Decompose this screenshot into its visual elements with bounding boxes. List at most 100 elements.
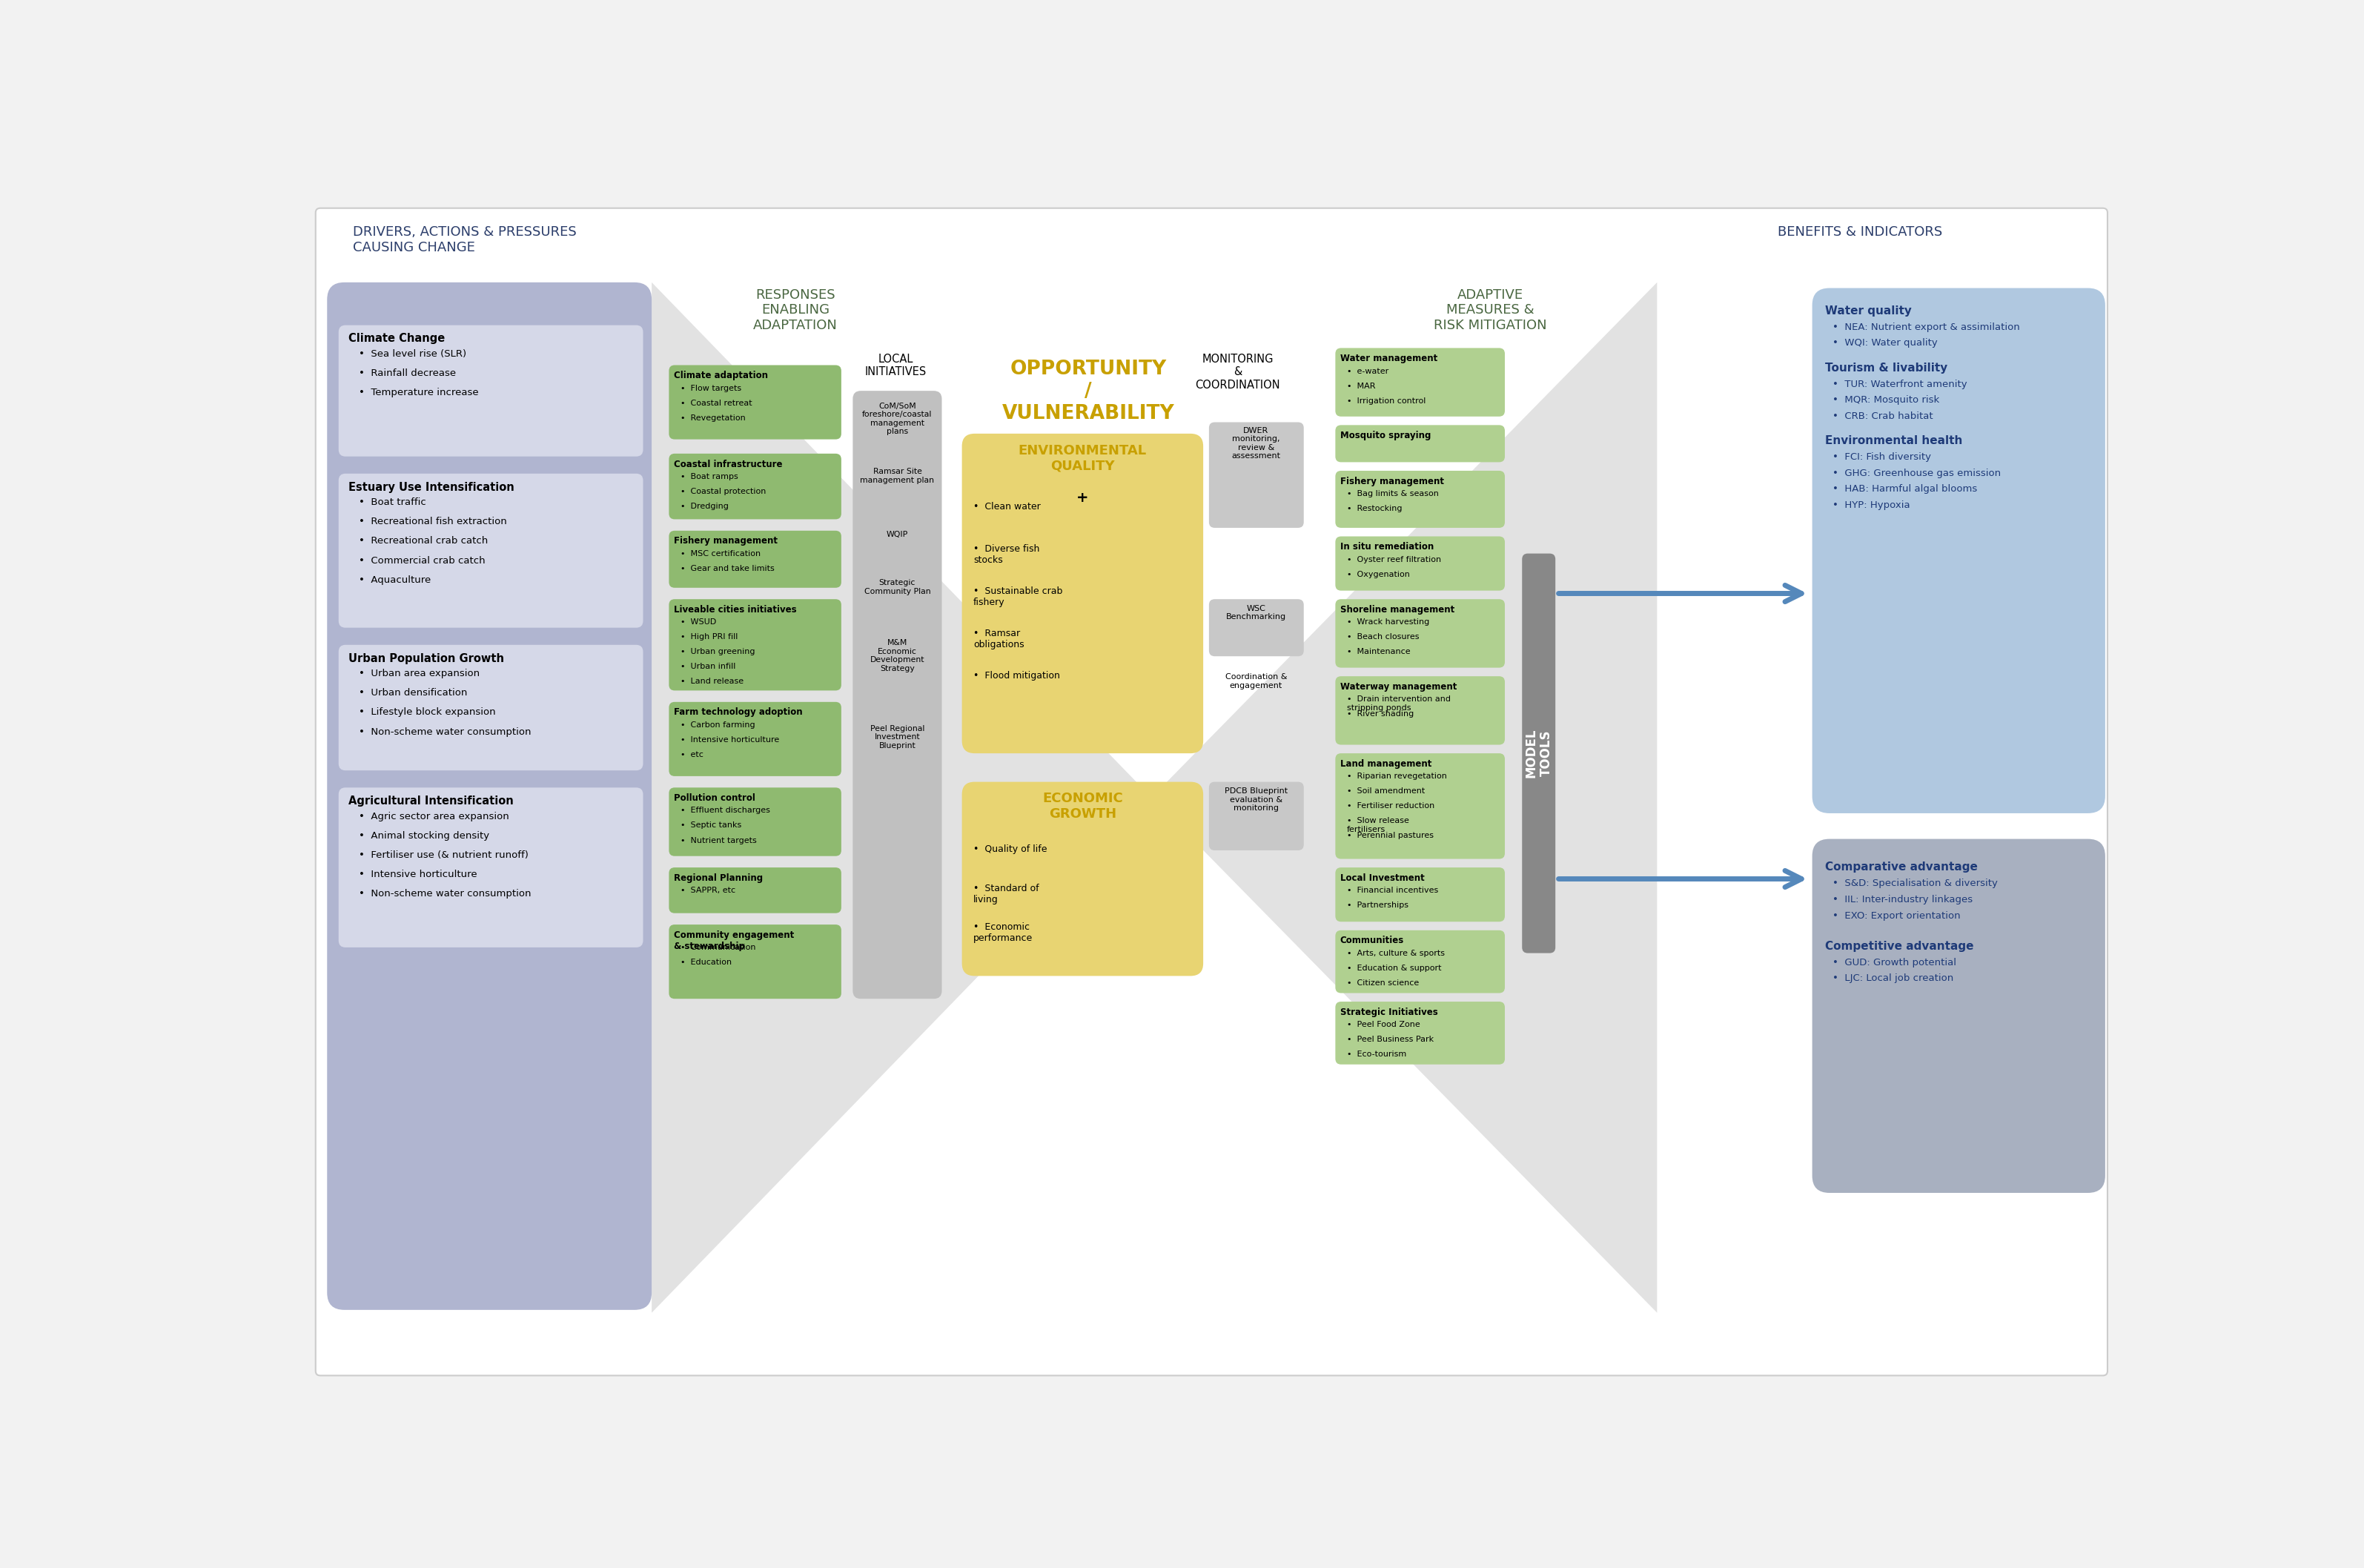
FancyBboxPatch shape: [1813, 289, 2106, 814]
Text: •  Non-scheme water consumption: • Non-scheme water consumption: [359, 728, 532, 737]
Text: •  Economic
performance: • Economic performance: [974, 922, 1033, 942]
Text: •  River shading: • River shading: [1347, 710, 1414, 718]
Text: •  Restocking: • Restocking: [1347, 505, 1402, 513]
Text: Estuary Use Intensification: Estuary Use Intensification: [348, 481, 515, 492]
Text: •  Boat ramps: • Boat ramps: [681, 474, 738, 480]
Text: •  Intensive horticulture: • Intensive horticulture: [681, 737, 780, 743]
Text: BENEFITS & INDICATORS: BENEFITS & INDICATORS: [1778, 226, 1943, 238]
Text: Strategic Initiatives: Strategic Initiatives: [1340, 1007, 1437, 1018]
Text: Shoreline management: Shoreline management: [1340, 605, 1454, 615]
FancyBboxPatch shape: [1336, 1002, 1506, 1065]
Text: Fishery management: Fishery management: [1340, 477, 1444, 486]
Text: WQIP: WQIP: [886, 530, 908, 538]
Text: •  HYP: Hypoxia: • HYP: Hypoxia: [1832, 500, 1910, 510]
FancyBboxPatch shape: [1336, 425, 1506, 463]
Text: CoM/SoM
foreshore/coastal
management
plans: CoM/SoM foreshore/coastal management pla…: [863, 403, 931, 436]
Text: •  e-water: • e-water: [1347, 367, 1388, 375]
Text: •  Coastal protection: • Coastal protection: [681, 488, 766, 495]
Text: •  Fertiliser use (& nutrient runoff): • Fertiliser use (& nutrient runoff): [359, 850, 530, 859]
Text: Regional Planning: Regional Planning: [674, 873, 764, 883]
Text: •  Urban greening: • Urban greening: [681, 648, 754, 655]
Text: Urban Population Growth: Urban Population Growth: [348, 652, 504, 663]
Text: •  Agric sector area expansion: • Agric sector area expansion: [359, 812, 508, 822]
Text: ADAPTIVE
MEASURES &
RISK MITIGATION: ADAPTIVE MEASURES & RISK MITIGATION: [1435, 289, 1546, 332]
Text: •  Citizen science: • Citizen science: [1347, 980, 1418, 986]
Text: •  Partnerships: • Partnerships: [1347, 902, 1409, 909]
Text: Community engagement
& stewardship: Community engagement & stewardship: [674, 930, 794, 952]
FancyBboxPatch shape: [1336, 867, 1506, 922]
FancyBboxPatch shape: [853, 390, 941, 999]
Text: ECONOMIC
GROWTH: ECONOMIC GROWTH: [1043, 792, 1123, 822]
Text: •  FCI: Fish diversity: • FCI: Fish diversity: [1832, 453, 1931, 463]
Text: •  SAPPR, etc: • SAPPR, etc: [681, 887, 735, 894]
Text: •  GHG: Greenhouse gas emission: • GHG: Greenhouse gas emission: [1832, 469, 2000, 478]
Text: •  Oyster reef filtration: • Oyster reef filtration: [1347, 555, 1442, 563]
FancyBboxPatch shape: [338, 787, 643, 947]
Text: Land management: Land management: [1340, 759, 1433, 768]
Text: DRIVERS, ACTIONS & PRESSURES
CAUSING CHANGE: DRIVERS, ACTIONS & PRESSURES CAUSING CHA…: [352, 226, 577, 254]
Text: Ramsar Site
management plan: Ramsar Site management plan: [860, 467, 934, 485]
FancyBboxPatch shape: [962, 782, 1203, 975]
Text: PDCB Blueprint
evaluation &
monitoring: PDCB Blueprint evaluation & monitoring: [1225, 787, 1288, 812]
Text: Comparative advantage: Comparative advantage: [1825, 862, 1976, 873]
Text: •  Wrack harvesting: • Wrack harvesting: [1347, 619, 1430, 626]
Text: Farm technology adoption: Farm technology adoption: [674, 707, 801, 717]
Text: •  Standard of
living: • Standard of living: [974, 883, 1040, 905]
FancyBboxPatch shape: [338, 474, 643, 627]
Text: •  Education & support: • Education & support: [1347, 964, 1442, 972]
Text: •  Riparian revegetation: • Riparian revegetation: [1347, 773, 1447, 781]
Text: M&M
Economic
Development
Strategy: M&M Economic Development Strategy: [870, 640, 924, 673]
Text: •  Intensive horticulture: • Intensive horticulture: [359, 870, 478, 880]
Text: •  Boat traffic: • Boat traffic: [359, 497, 426, 506]
Text: •  Temperature increase: • Temperature increase: [359, 387, 478, 398]
FancyBboxPatch shape: [669, 702, 842, 776]
Text: •  Diverse fish
stocks: • Diverse fish stocks: [974, 544, 1040, 564]
FancyBboxPatch shape: [1336, 348, 1506, 417]
FancyBboxPatch shape: [669, 599, 842, 690]
Text: •  Recreational fish extraction: • Recreational fish extraction: [359, 517, 506, 527]
Text: Waterway management: Waterway management: [1340, 682, 1456, 691]
Polygon shape: [652, 282, 1151, 1312]
Text: Mosquito spraying: Mosquito spraying: [1340, 431, 1430, 441]
Text: •  Financial incentives: • Financial incentives: [1347, 887, 1437, 894]
Text: Environmental health: Environmental health: [1825, 436, 1962, 447]
Text: •  Sustainable crab
fishery: • Sustainable crab fishery: [974, 586, 1064, 607]
Text: •  EXO: Export orientation: • EXO: Export orientation: [1832, 911, 1960, 920]
FancyBboxPatch shape: [338, 325, 643, 456]
Text: •  IIL: Inter-industry linkages: • IIL: Inter-industry linkages: [1832, 895, 1972, 905]
Text: •  etc: • etc: [681, 751, 704, 759]
FancyBboxPatch shape: [338, 644, 643, 770]
Text: Competitive advantage: Competitive advantage: [1825, 941, 1974, 952]
Text: •  Arts, culture & sports: • Arts, culture & sports: [1347, 950, 1444, 956]
FancyBboxPatch shape: [669, 453, 842, 519]
FancyBboxPatch shape: [1336, 470, 1506, 528]
Text: Tourism & livability: Tourism & livability: [1825, 362, 1948, 373]
Text: •  Irrigation control: • Irrigation control: [1347, 397, 1425, 405]
FancyBboxPatch shape: [669, 365, 842, 439]
Text: •  LJC: Local job creation: • LJC: Local job creation: [1832, 974, 1953, 983]
Text: •  Soil amendment: • Soil amendment: [1347, 787, 1425, 795]
Text: •  Quality of life: • Quality of life: [974, 845, 1047, 855]
Text: •  Fertiliser reduction: • Fertiliser reduction: [1347, 803, 1435, 809]
Text: Coordination &
engagement: Coordination & engagement: [1225, 673, 1286, 690]
Text: Water management: Water management: [1340, 354, 1437, 364]
Text: •  Commercial crab catch: • Commercial crab catch: [359, 555, 485, 566]
Text: •  Aquaculture: • Aquaculture: [359, 575, 430, 585]
Text: •  Effluent discharges: • Effluent discharges: [681, 808, 771, 814]
FancyBboxPatch shape: [1522, 554, 1556, 953]
Text: MODEL
TOOLS: MODEL TOOLS: [1525, 729, 1553, 778]
Text: RESPONSES
ENABLING
ADAPTATION: RESPONSES ENABLING ADAPTATION: [754, 289, 837, 332]
Text: Water quality: Water quality: [1825, 306, 1912, 317]
Text: Liveable cities initiatives: Liveable cities initiatives: [674, 605, 797, 615]
Text: •  Rainfall decrease: • Rainfall decrease: [359, 368, 456, 378]
Text: •  TUR: Waterfront amenity: • TUR: Waterfront amenity: [1832, 379, 1967, 389]
Text: OPPORTUNITY
/
VULNERABILITY: OPPORTUNITY / VULNERABILITY: [1002, 359, 1175, 423]
Text: •  Flow targets: • Flow targets: [681, 384, 742, 392]
FancyBboxPatch shape: [669, 867, 842, 913]
Text: •  Peel Business Park: • Peel Business Park: [1347, 1036, 1433, 1043]
Text: WSC
Benchmarking: WSC Benchmarking: [1227, 605, 1286, 621]
Text: Communities: Communities: [1340, 936, 1404, 946]
Text: •  MQR: Mosquito risk: • MQR: Mosquito risk: [1832, 395, 1938, 405]
FancyBboxPatch shape: [1336, 676, 1506, 745]
Text: Fishery management: Fishery management: [674, 536, 778, 546]
